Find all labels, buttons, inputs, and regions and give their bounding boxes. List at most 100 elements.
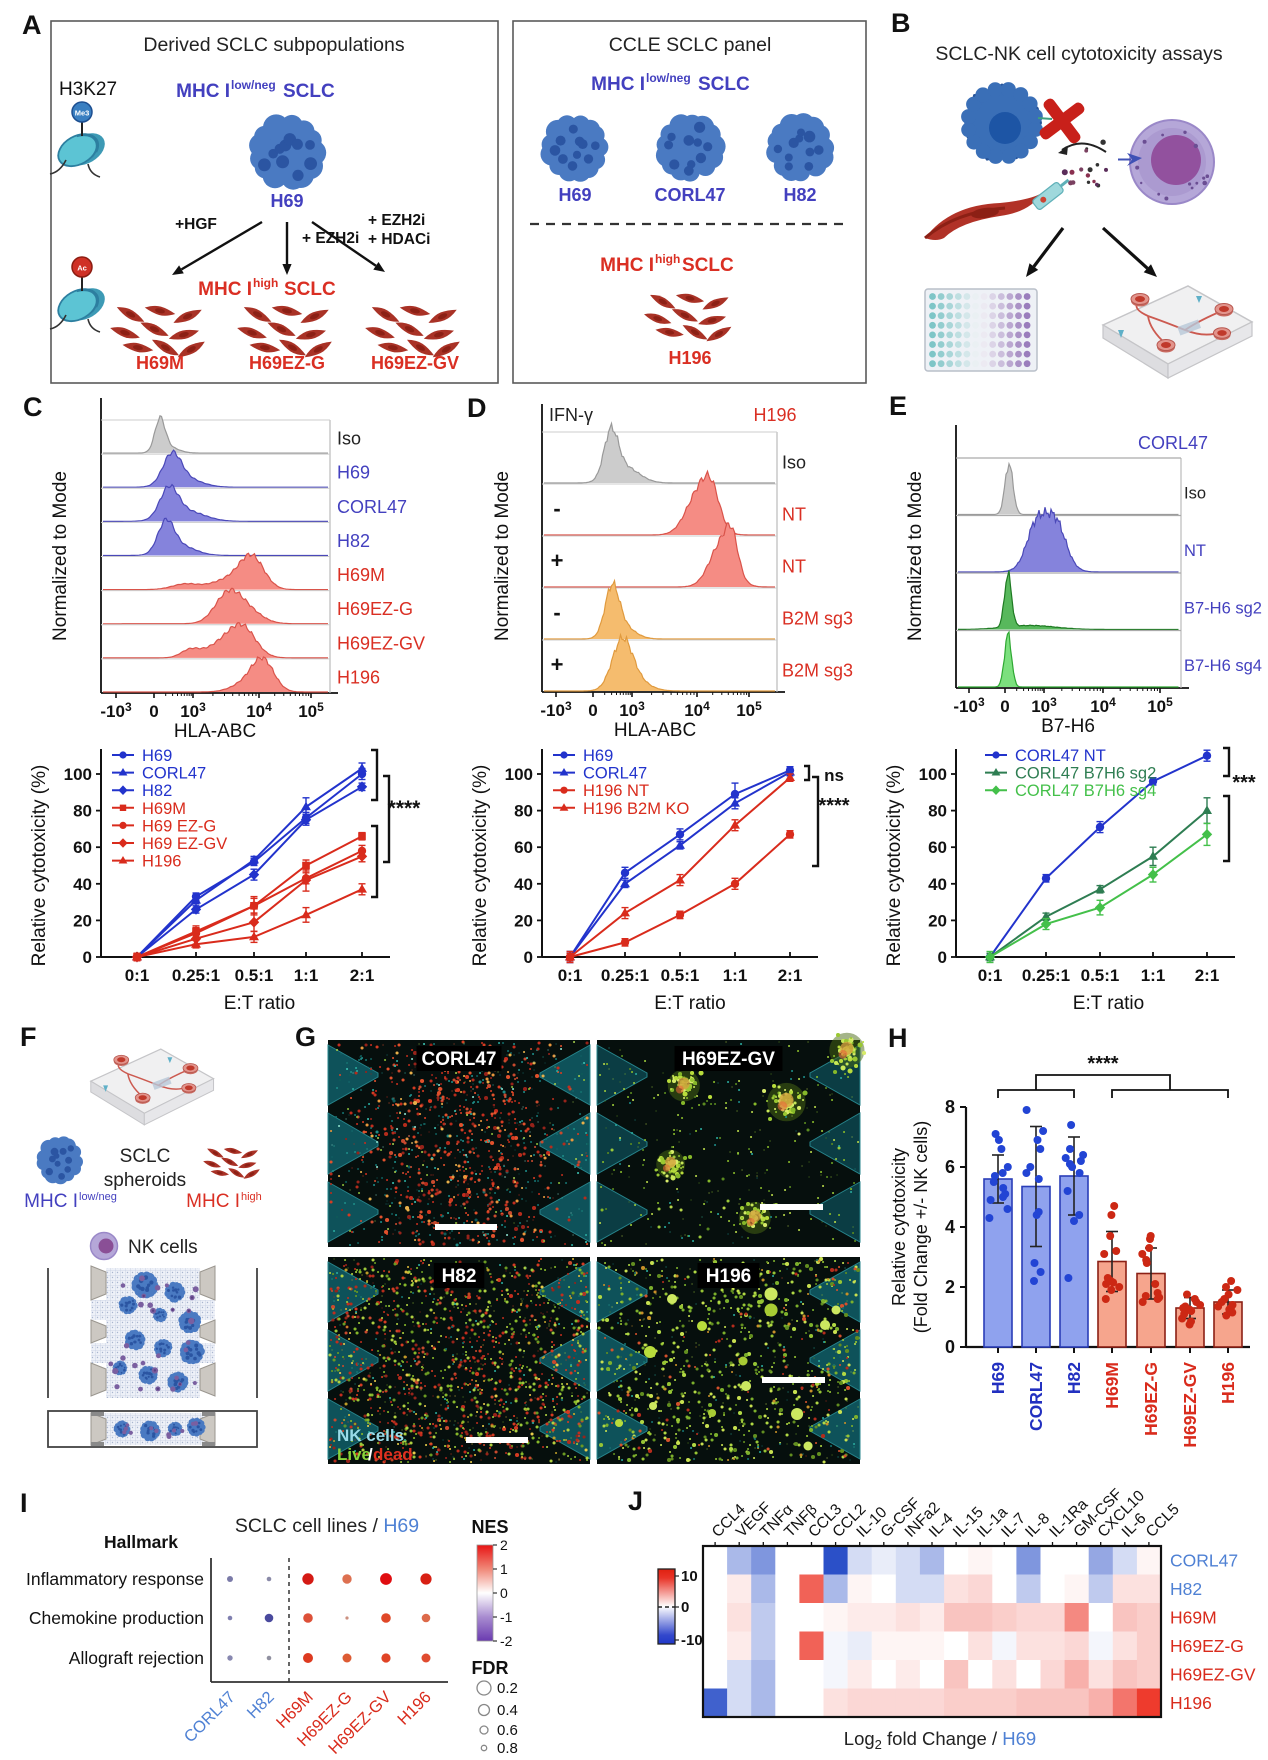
svg-text:H196: H196 [142,853,181,871]
svg-text:NT: NT [782,504,806,524]
svg-text:E:T ratio: E:T ratio [1073,993,1144,1014]
svg-text:0.25:1: 0.25:1 [1022,966,1070,985]
svg-text:MHC I: MHC I [591,74,645,95]
svg-text:CORL47: CORL47 [1170,1550,1238,1570]
svg-text:H: H [888,1023,908,1053]
svg-text:Derived SCLC subpopulations: Derived SCLC subpopulations [143,34,404,56]
svg-text:H69: H69 [583,747,613,765]
svg-text:high: high [253,276,278,290]
svg-text:H69: H69 [142,747,172,765]
svg-text:H69M: H69M [1170,1607,1217,1627]
svg-text:2: 2 [500,1537,508,1553]
svg-text:CORL47: CORL47 [654,185,725,205]
svg-text:Live: Live [337,1445,371,1464]
svg-text:NK cells: NK cells [128,1237,198,1258]
svg-text:B7-H6: B7-H6 [1041,716,1095,737]
svg-text:+ EZH2i: + EZH2i [368,212,425,229]
svg-text:0: 0 [1000,697,1009,716]
svg-text:H69M: H69M [136,353,184,373]
svg-text:H196: H196 [706,1266,751,1287]
svg-text:+: + [551,548,564,573]
svg-text:6: 6 [945,1157,955,1177]
svg-text:H69: H69 [270,191,303,211]
svg-text:SCLC: SCLC [698,74,750,95]
svg-text:SCLC: SCLC [682,255,734,276]
svg-text:MHC I: MHC I [24,1191,78,1212]
svg-text:0:1: 0:1 [125,966,150,985]
svg-text:20: 20 [928,911,947,930]
svg-text:0:1: 0:1 [558,966,583,985]
svg-text:CORL47: CORL47 [1026,1362,1046,1431]
svg-text:B2M sg3: B2M sg3 [782,660,853,680]
svg-text:CORL47: CORL47 [583,765,647,783]
svg-text:CORL47 B7H6 sg4: CORL47 B7H6 sg4 [1015,782,1156,800]
svg-text:0: 0 [945,1337,955,1357]
svg-text:0.2: 0.2 [497,1680,518,1697]
svg-text:100: 100 [919,765,947,784]
svg-text:H82: H82 [337,531,370,551]
svg-text:H69EZ-G: H69EZ-G [1141,1362,1161,1436]
svg-text:CORL47: CORL47 [1138,433,1208,453]
svg-text:0.5:1: 0.5:1 [661,966,700,985]
svg-text:low/neg: low/neg [79,1191,117,1203]
svg-text:+ HDACi: + HDACi [368,231,430,248]
svg-text:60: 60 [73,838,92,857]
svg-text:SCLC: SCLC [284,279,336,300]
svg-text:H196 B2M KO: H196 B2M KO [583,800,690,818]
svg-text:0: 0 [938,948,947,967]
svg-text:E: E [889,391,907,421]
svg-text:H69EZ-GV: H69EZ-GV [337,633,425,653]
svg-text:0.25:1: 0.25:1 [172,966,220,985]
svg-text:CCLE SCLC panel: CCLE SCLC panel [609,34,772,56]
svg-text:Iso: Iso [1184,484,1206,502]
svg-text:CORL47 B7H6 sg2: CORL47 B7H6 sg2 [1015,765,1156,783]
svg-text:0: 0 [500,1585,508,1601]
svg-text:NT: NT [782,556,806,576]
svg-text:0.25:1: 0.25:1 [601,966,649,985]
svg-text:SCLC-NK cell cytotoxicity assa: SCLC-NK cell cytotoxicity assays [935,43,1222,65]
svg-text:H69EZ-G: H69EZ-G [337,599,413,619]
svg-text:Ac: Ac [77,264,87,273]
svg-text:-103: -103 [540,699,572,720]
svg-text:H69: H69 [988,1362,1008,1394]
svg-text:0:1: 0:1 [978,966,1003,985]
svg-text:A: A [22,10,42,40]
svg-text:2: 2 [945,1277,955,1297]
svg-text:CORL47: CORL47 [142,765,206,783]
svg-text:4: 4 [945,1217,955,1237]
svg-text:10: 10 [681,1568,698,1585]
svg-text:H69: H69 [337,463,370,483]
svg-text:0.6: 0.6 [497,1722,518,1739]
svg-text:60: 60 [928,838,947,857]
svg-text:H82: H82 [1170,1579,1202,1599]
svg-text:20: 20 [73,911,92,930]
svg-text:80: 80 [928,802,947,821]
svg-text:MHC I: MHC I [176,81,230,102]
svg-text:low/neg: low/neg [646,71,691,85]
svg-text:B7-H6 sg4: B7-H6 sg4 [1184,657,1262,675]
svg-text:SCLC: SCLC [120,1146,171,1167]
svg-text:Relative cytotoxicity (%): Relative cytotoxicity (%) [29,765,50,967]
svg-text:Iso: Iso [782,452,806,472]
svg-text:J: J [628,1486,643,1516]
svg-text:Relative cytotoxicity: Relative cytotoxicity [889,1148,909,1306]
svg-text:HLA-ABC: HLA-ABC [614,720,696,741]
svg-text:H69EZ-GV: H69EZ-GV [1170,1664,1256,1684]
svg-text:1:1: 1:1 [723,966,748,985]
svg-text:80: 80 [514,802,533,821]
svg-text:Log2 fold Change / H69: Log2 fold Change / H69 [844,1728,1036,1752]
svg-text:+ EZH2i: + EZH2i [302,230,359,247]
svg-text:1:1: 1:1 [294,966,319,985]
svg-text:Hallmark: Hallmark [104,1532,178,1552]
svg-text:MHC I: MHC I [198,279,252,300]
svg-text:H69 EZ-GV: H69 EZ-GV [142,835,227,853]
svg-text:-: - [553,496,560,521]
svg-text:Normalized to Mode: Normalized to Mode [50,471,71,641]
svg-text:H196: H196 [337,667,380,687]
svg-text:0: 0 [588,701,597,720]
svg-text:Inflammatory response: Inflammatory response [26,1569,204,1589]
svg-text:H196: H196 [1218,1362,1238,1404]
svg-text:-103: -103 [953,695,985,716]
svg-text:0: 0 [524,948,533,967]
svg-text:B7-H6 sg2: B7-H6 sg2 [1184,599,1262,617]
